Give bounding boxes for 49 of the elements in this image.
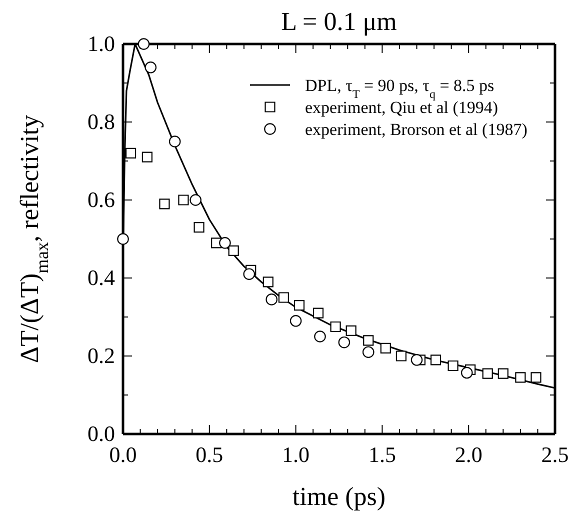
point	[312, 308, 324, 318]
point	[498, 368, 508, 379]
x-tick-label: 1.5	[368, 442, 396, 467]
point	[194, 222, 204, 233]
point	[530, 372, 542, 383]
point	[362, 346, 374, 358]
point	[338, 336, 350, 348]
point	[138, 38, 150, 50]
point	[448, 360, 458, 372]
x-tick-label: 2.5	[541, 442, 569, 467]
point	[363, 335, 374, 346]
point	[294, 300, 305, 311]
point	[243, 268, 256, 280]
y-tick-label: 0.8	[88, 109, 115, 134]
chart-title: L = 0.1 μm	[281, 7, 397, 36]
point	[410, 354, 423, 366]
point	[219, 237, 231, 249]
y-tick-label: 0.2	[88, 343, 115, 368]
legend-label: experiment, Brorson et al (1987)	[305, 120, 528, 139]
point	[190, 194, 202, 206]
x-tick-label: 1.0	[282, 442, 310, 467]
point	[228, 245, 239, 256]
point	[482, 368, 493, 379]
y-tick-label: 1.0	[88, 31, 115, 56]
point	[290, 315, 302, 327]
x-tick-label: 2.0	[454, 442, 482, 467]
point	[144, 62, 157, 74]
point	[430, 354, 442, 366]
point	[380, 342, 391, 354]
y-tick-label: 0.6	[88, 187, 115, 212]
point	[515, 372, 526, 383]
y-tick-label: 0.4	[88, 265, 115, 290]
point	[125, 148, 136, 158]
point	[142, 152, 152, 162]
point	[266, 294, 278, 306]
point	[314, 330, 326, 342]
legend-label: DPL, τ$_{T}$ = 90 ps, τ$_{q}$ = 8.5 ps	[305, 76, 494, 101]
point	[460, 366, 473, 379]
point	[278, 292, 289, 303]
point	[178, 194, 189, 206]
x-axis-title: time (ps)	[292, 482, 386, 511]
point	[346, 325, 356, 336]
x-tick-label: 0.5	[196, 442, 224, 467]
point	[159, 198, 170, 210]
point	[168, 136, 181, 148]
point	[330, 321, 341, 332]
point	[262, 276, 274, 288]
point	[396, 350, 406, 362]
point	[117, 233, 129, 245]
